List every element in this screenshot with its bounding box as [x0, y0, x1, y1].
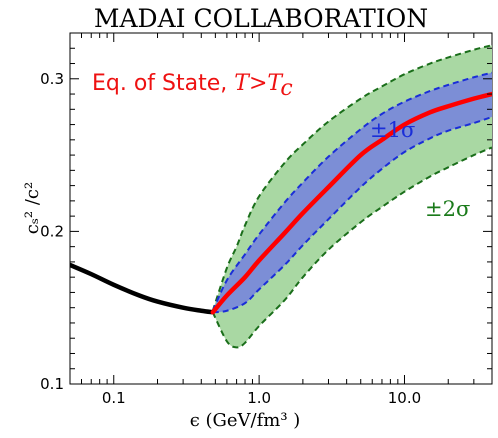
lines-layer [70, 91, 492, 315]
mean-curve-line [210, 91, 492, 315]
hadron-curve-line [70, 262, 216, 315]
y-axis-label: cₛ² /c² [22, 182, 43, 234]
y-tick-label: 0.3 [40, 70, 64, 88]
chart-title: MADAI COLLABORATION [94, 4, 428, 33]
eos-annotation-text: Eq. of State, [92, 71, 234, 96]
eos-annotation: Eq. of State, T>Tc [92, 71, 293, 101]
band-label-2sigma: ±2σ [425, 197, 470, 221]
band-upper-edge-2sigma [211, 44, 492, 312]
eos-annotation-math-sub: c [280, 76, 292, 101]
y-tick-label: 0.2 [40, 222, 64, 240]
ticks-layer: 0.1 1.0 10.0 0.1 0.2 0.3 [40, 33, 492, 407]
y-tick-label: 0.1 [40, 375, 64, 393]
x-tick-label: 0.1 [102, 389, 126, 407]
eos-annotation-math: T>T [234, 71, 284, 96]
band-fill-1sigma [212, 72, 492, 313]
band-label-1sigma: ±1σ [370, 118, 415, 142]
bands-layer [211, 44, 492, 349]
x-tick-label: 1.0 [247, 389, 271, 407]
band-upper-edge-1sigma [211, 71, 492, 312]
x-axis-label: ϵ (GeV/fm³ ) [190, 410, 301, 431]
x-tick-label: 10.0 [388, 389, 421, 407]
band-lower-edge-1sigma [212, 115, 492, 314]
plot-area-frame [69, 32, 493, 385]
